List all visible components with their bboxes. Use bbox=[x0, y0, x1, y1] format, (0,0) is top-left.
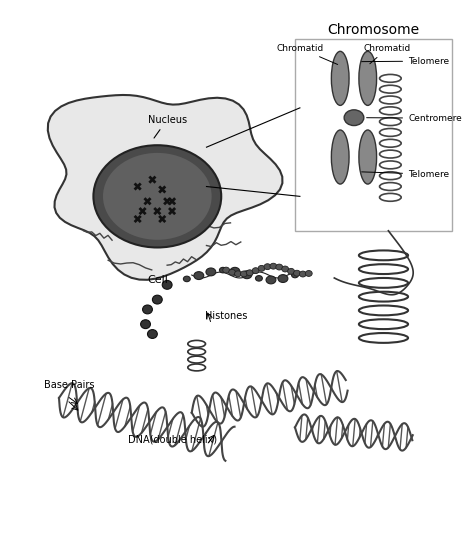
Ellipse shape bbox=[142, 305, 152, 314]
Ellipse shape bbox=[278, 274, 288, 283]
Ellipse shape bbox=[294, 270, 300, 276]
Ellipse shape bbox=[332, 130, 349, 184]
Ellipse shape bbox=[152, 295, 162, 304]
Ellipse shape bbox=[223, 267, 229, 273]
Ellipse shape bbox=[266, 276, 276, 284]
Bar bbox=[295, 39, 452, 231]
Polygon shape bbox=[48, 95, 282, 280]
Ellipse shape bbox=[282, 266, 289, 272]
Ellipse shape bbox=[359, 130, 377, 184]
Ellipse shape bbox=[255, 275, 263, 281]
Ellipse shape bbox=[162, 280, 172, 289]
Ellipse shape bbox=[228, 269, 236, 275]
Ellipse shape bbox=[305, 270, 312, 277]
Text: Centromere: Centromere bbox=[367, 114, 462, 123]
Text: Cell: Cell bbox=[147, 275, 168, 285]
Ellipse shape bbox=[344, 110, 364, 125]
Text: Histones: Histones bbox=[205, 311, 247, 321]
Ellipse shape bbox=[103, 153, 211, 240]
Ellipse shape bbox=[332, 51, 349, 105]
Ellipse shape bbox=[288, 268, 295, 274]
Ellipse shape bbox=[264, 264, 271, 269]
Ellipse shape bbox=[235, 271, 241, 277]
Ellipse shape bbox=[148, 330, 158, 338]
Ellipse shape bbox=[240, 271, 247, 277]
Ellipse shape bbox=[359, 51, 377, 105]
Ellipse shape bbox=[140, 320, 150, 328]
Text: Base Pairs: Base Pairs bbox=[44, 380, 95, 390]
Ellipse shape bbox=[194, 272, 204, 279]
Ellipse shape bbox=[230, 267, 240, 275]
Ellipse shape bbox=[246, 270, 253, 275]
Text: Telomere: Telomere bbox=[362, 169, 449, 179]
Ellipse shape bbox=[270, 263, 277, 269]
Ellipse shape bbox=[252, 268, 259, 274]
Ellipse shape bbox=[242, 271, 252, 279]
Ellipse shape bbox=[276, 264, 283, 270]
Text: Telomere: Telomere bbox=[362, 57, 449, 66]
Ellipse shape bbox=[93, 145, 221, 247]
Ellipse shape bbox=[258, 266, 265, 272]
Ellipse shape bbox=[299, 271, 307, 277]
Ellipse shape bbox=[206, 268, 216, 276]
Ellipse shape bbox=[219, 267, 226, 273]
Ellipse shape bbox=[291, 272, 298, 278]
Ellipse shape bbox=[184, 276, 190, 282]
Text: DNA(double helix): DNA(double helix) bbox=[128, 434, 217, 444]
Text: Chromatid: Chromatid bbox=[364, 44, 411, 63]
Text: Chromatid: Chromatid bbox=[276, 44, 338, 65]
Text: Nucleus: Nucleus bbox=[148, 115, 187, 138]
Text: Chromosome: Chromosome bbox=[328, 23, 420, 37]
